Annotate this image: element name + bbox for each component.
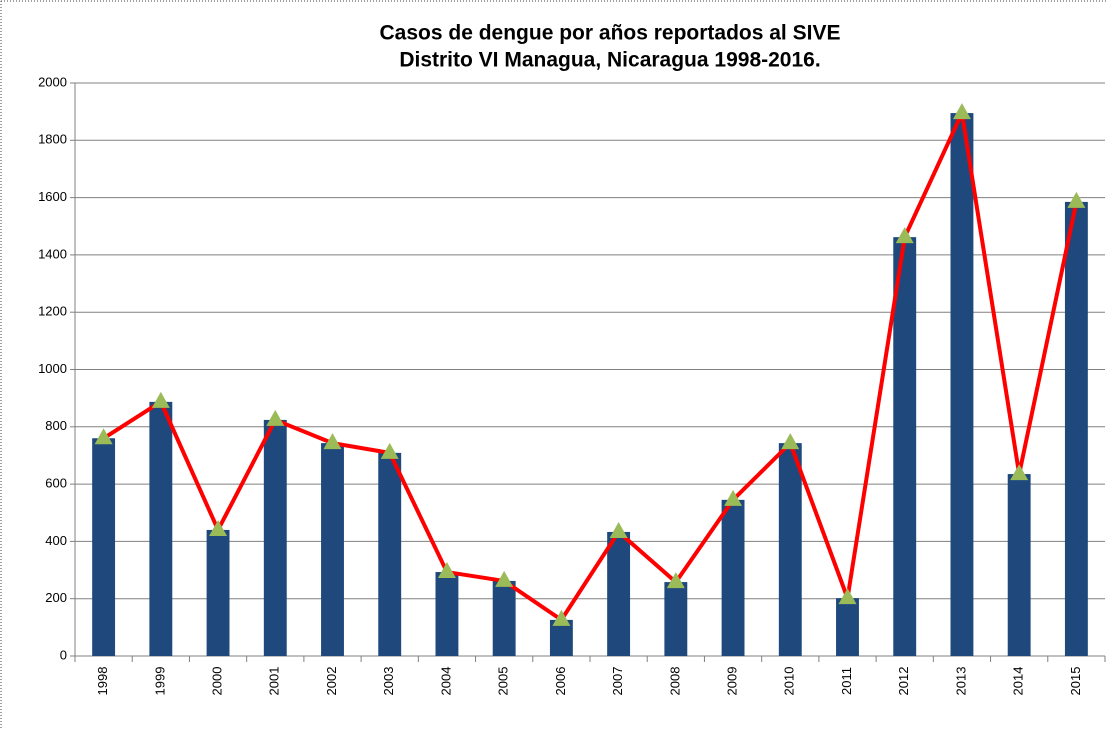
y-tick-label: 1000 [38,361,67,376]
bar [721,499,745,656]
marker [781,433,800,450]
marker [266,409,285,426]
bar [778,443,802,656]
y-tick-label: 0 [60,647,67,662]
marker [952,103,971,120]
marker [838,588,857,605]
y-tick-label: 1400 [38,246,67,261]
bar [893,237,917,656]
x-tick-label: 2006 [553,667,568,696]
y-tick-label: 200 [45,590,67,605]
x-tick-label: 1999 [152,667,167,696]
x-tick-label: 2015 [1068,667,1083,696]
marker [552,609,571,626]
marker [609,521,628,538]
marker [209,519,228,536]
x-tick-label: 2002 [324,667,339,696]
marker [94,428,113,445]
y-tick-label: 400 [45,533,67,548]
bar [435,572,459,656]
y-tick-label: 1200 [38,304,67,319]
bar [1064,201,1088,656]
x-tick-label: 2010 [782,667,797,696]
x-tick-label: 2007 [610,667,625,696]
bar [149,401,173,656]
bar [321,443,344,656]
bar [664,582,688,656]
marker [724,489,743,506]
y-tick-label: 600 [45,476,67,491]
x-tick-label: 2001 [267,667,282,696]
marker [437,562,456,579]
y-tick-label: 800 [45,418,67,433]
chart-subtitle: Distrito VI Managua, Nicaragua 1998-2016… [399,49,820,72]
x-tick-label: 2008 [667,667,682,696]
marker [380,442,399,459]
x-tick-label: 2013 [953,667,968,696]
chart-title: Casos de dengue por años reportados al S… [380,22,841,45]
x-tick-label: 2005 [496,667,511,696]
marker [1067,191,1086,208]
y-tick-label: 1600 [38,189,67,204]
x-tick-label: 2000 [209,667,224,696]
bar [549,619,573,656]
bar [92,438,116,656]
marker [323,433,342,450]
x-tick-label: 2004 [438,667,453,696]
bar [1007,474,1031,656]
x-tick-label: 2003 [381,667,396,696]
x-tick-label: 2012 [896,667,911,696]
y-tick-label: 1800 [38,132,67,147]
line [102,111,1079,622]
x-tick-label: 1998 [95,667,110,696]
marker [151,391,170,408]
bar [378,452,402,656]
bar [607,531,631,656]
bar [492,580,516,656]
bar [836,598,859,656]
bar [206,529,230,656]
x-tick-label: 2009 [724,667,739,696]
marker [1010,464,1029,481]
bar [950,113,974,656]
marker [895,227,914,244]
marker [666,572,685,589]
x-tick-label: 2014 [1011,667,1026,696]
x-tick-label: 2011 [839,667,854,695]
marker [495,570,514,587]
y-tick-label: 2000 [38,74,67,89]
bar [263,419,287,656]
